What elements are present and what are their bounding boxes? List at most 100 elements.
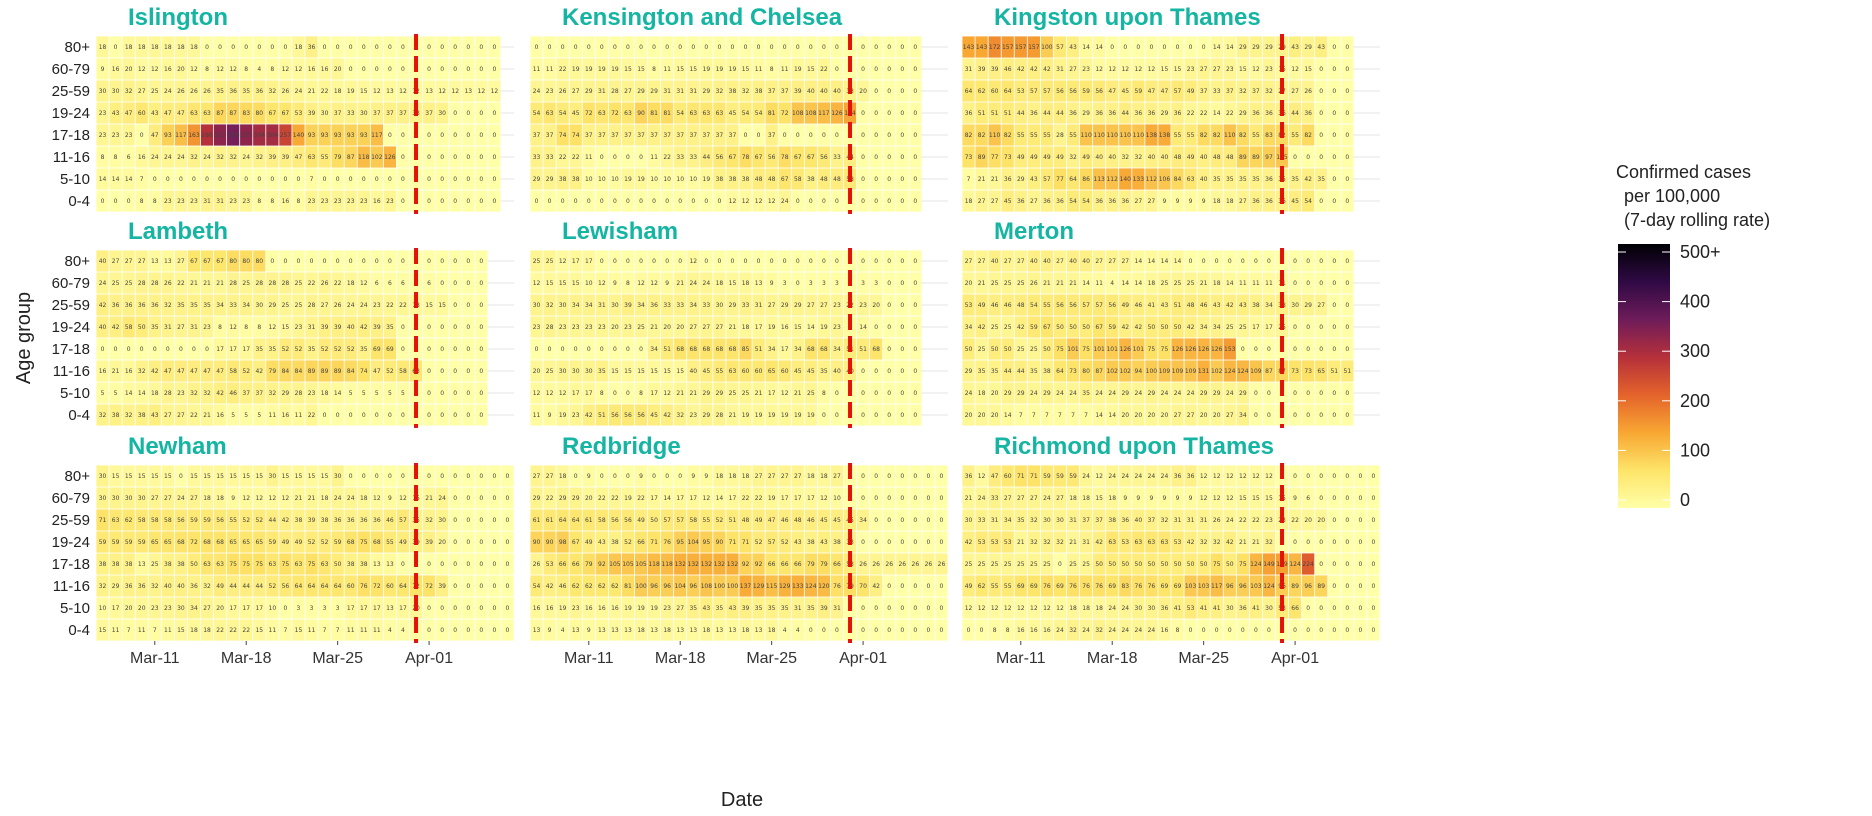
age-group-label: 25-59 [52, 83, 90, 100]
cell-label: 35 [255, 346, 263, 353]
cell-label: 17 [373, 605, 381, 612]
x-tick-label: Mar-11 [996, 650, 1046, 667]
cell-label: 0 [1306, 539, 1310, 546]
age-group-label: 80+ [65, 253, 91, 270]
cell-label: 22 [399, 302, 407, 309]
cell-label: 62 [585, 583, 593, 590]
cell-label: 68 [807, 346, 815, 353]
cell-label: 11 [1239, 280, 1247, 287]
cell-label: 0 [323, 258, 327, 265]
heatmap-cell [582, 58, 595, 80]
cell-label: 32 [269, 390, 277, 397]
cell-label: 27 [716, 324, 724, 331]
cell-label: 45 [1004, 198, 1012, 205]
heatmap-cell [739, 36, 752, 58]
cell-label: 71 [1030, 473, 1038, 480]
heatmap-cell [135, 58, 148, 80]
cell-label: 18 [1226, 198, 1234, 205]
cell-label: 25 [1069, 561, 1077, 568]
cell-label: 20 [1121, 412, 1129, 419]
cell-label: 17 [360, 605, 368, 612]
cell-label: 0 [466, 258, 470, 265]
cell-label: 24 [1043, 495, 1051, 502]
cell-label: 0 [440, 132, 444, 139]
cell-label: 24 [1108, 390, 1116, 397]
cell-label: 39 [425, 539, 433, 546]
cell-label: 11 [1252, 280, 1260, 287]
cell-label: 50 [1226, 561, 1234, 568]
cell-label: 36 [1174, 473, 1182, 480]
cell-label: 23 [1187, 66, 1195, 73]
cell-label: 0 [466, 390, 470, 397]
cell-label: 0 [166, 176, 170, 183]
cell-label: 0 [466, 302, 470, 309]
cell-label: 0 [1345, 412, 1349, 419]
heatmap-cell [135, 36, 148, 58]
heatmap-cell [344, 36, 357, 58]
heatmap-cell [436, 190, 449, 212]
cell-label: 0 [1189, 258, 1193, 265]
cell-label: 18 [190, 44, 198, 51]
cell-label: 0 [1254, 627, 1258, 634]
cell-label: 32 [1030, 517, 1038, 524]
cell-label: 13 [755, 280, 763, 287]
heatmap-cell [148, 102, 161, 124]
cell-label: 0 [652, 44, 656, 51]
cell-label: 27 [755, 473, 763, 480]
cell-label: 58 [598, 517, 606, 524]
cell-label: 0 [427, 198, 431, 205]
heatmap-cell [292, 102, 305, 124]
cell-label: 18 [177, 44, 185, 51]
cell-label: 36 [1056, 198, 1064, 205]
cell-label: 0 [1319, 495, 1323, 502]
cell-label: 50 [1161, 561, 1169, 568]
cell-label: 43 [1291, 44, 1299, 51]
cell-label: 12 [1213, 473, 1221, 480]
cell-label: 37 [1095, 517, 1103, 524]
cell-label: 42 [151, 368, 159, 375]
cell-label: 73 [1004, 154, 1012, 161]
cell-label: 24 [965, 390, 973, 397]
heatmap-cell [305, 80, 318, 102]
cell-label: 82 [1304, 132, 1312, 139]
cell-label: 18 [716, 280, 724, 287]
cell-label: 57 [1095, 302, 1103, 309]
cell-label: 64 [321, 583, 329, 590]
heatmap-cell [543, 80, 556, 102]
cell-label: 0 [231, 176, 235, 183]
cell-label: 34 [585, 302, 593, 309]
cell-label: 71 [742, 539, 750, 546]
cell-label: 17 [242, 346, 250, 353]
cell-label: 18 [1069, 495, 1077, 502]
cell-label: 72 [781, 110, 789, 117]
cell-label: 0 [1319, 605, 1323, 612]
cell-label: 34 [650, 346, 658, 353]
cell-label: 0 [913, 539, 917, 546]
cell-label: 50 [1082, 324, 1090, 331]
cell-label: 0 [639, 258, 643, 265]
cell-label: 0 [1123, 44, 1127, 51]
heatmap-cell [543, 36, 556, 58]
cell-label: 36 [138, 302, 146, 309]
cell-label: 27 [768, 473, 776, 480]
cell-label: 5 [349, 390, 353, 397]
cell-label: 0 [427, 154, 431, 161]
cell-label: 29 [1200, 390, 1208, 397]
cell-label: 31 [1200, 517, 1208, 524]
cell-label: 0 [926, 495, 930, 502]
cell-label: 0 [427, 258, 431, 265]
cell-label: 89 [1239, 154, 1247, 161]
cell-label: 72 [190, 539, 198, 546]
cell-label: 0 [479, 390, 483, 397]
heatmap-cell [383, 80, 397, 102]
cell-label: 0 [926, 517, 930, 524]
cell-label: 13 [533, 627, 541, 634]
cell-label: 35 [360, 346, 368, 353]
cell-label: 12 [1200, 495, 1208, 502]
cell-label: 64 [1056, 368, 1064, 375]
cell-label: 0 [678, 198, 682, 205]
cell-label: 21 [112, 368, 120, 375]
cell-label: 12 [438, 88, 446, 95]
heatmap-cell [687, 58, 700, 80]
cell-label: 64 [1069, 176, 1077, 183]
